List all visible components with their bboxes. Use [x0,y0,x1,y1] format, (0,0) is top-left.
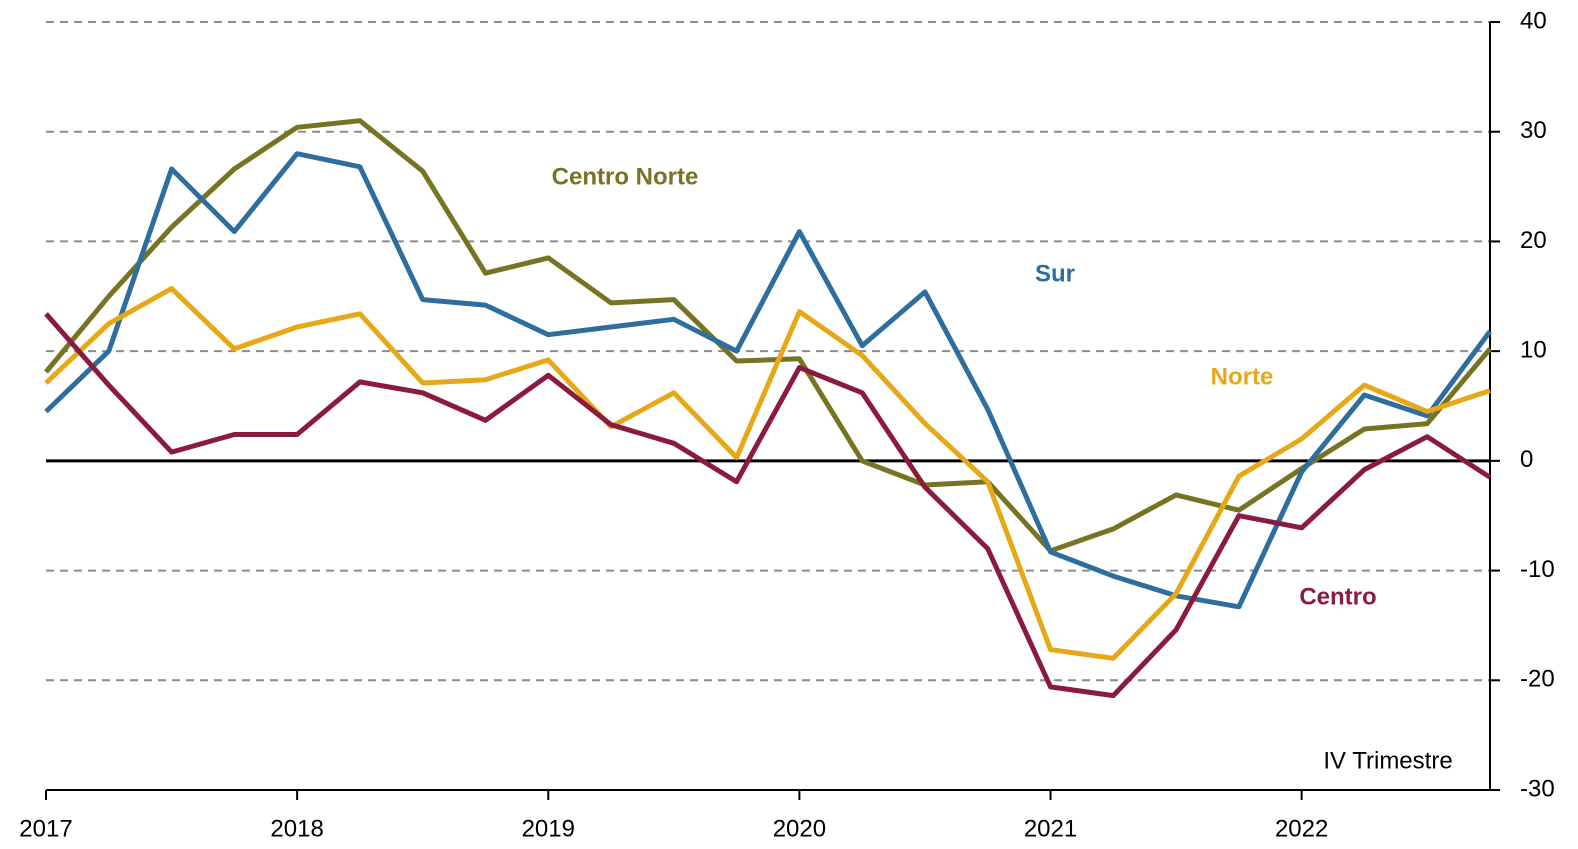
series-line [44,286,1491,661]
series-line [44,151,1493,610]
series-line [44,118,1492,554]
series-label: Centro [1299,583,1376,610]
y-tick-label: 20 [1520,227,1547,254]
y-tick-label: -30 [1520,775,1555,802]
series-line [44,312,1492,699]
y-tick-label: 10 [1520,336,1547,363]
y-tick-label: 0 [1520,446,1533,473]
x-tick-label: 2020 [773,815,826,842]
x-tick-label: 2021 [1024,815,1077,842]
series-label: Sur [1035,260,1075,287]
y-tick-label: -10 [1520,556,1555,583]
y-tick-label: 30 [1520,117,1547,144]
y-tick-label: 40 [1520,7,1547,34]
x-tick-label: 2018 [270,815,323,842]
y-tick-label: -20 [1520,666,1555,693]
x-tick-label: 2022 [1275,815,1328,842]
series-label: Centro Norte [552,163,699,190]
x-tick-label: 2019 [522,815,575,842]
x-tick-label: 2017 [19,815,72,842]
series-label: Norte [1211,363,1274,390]
annotation: IV Trimestre [1323,747,1452,774]
